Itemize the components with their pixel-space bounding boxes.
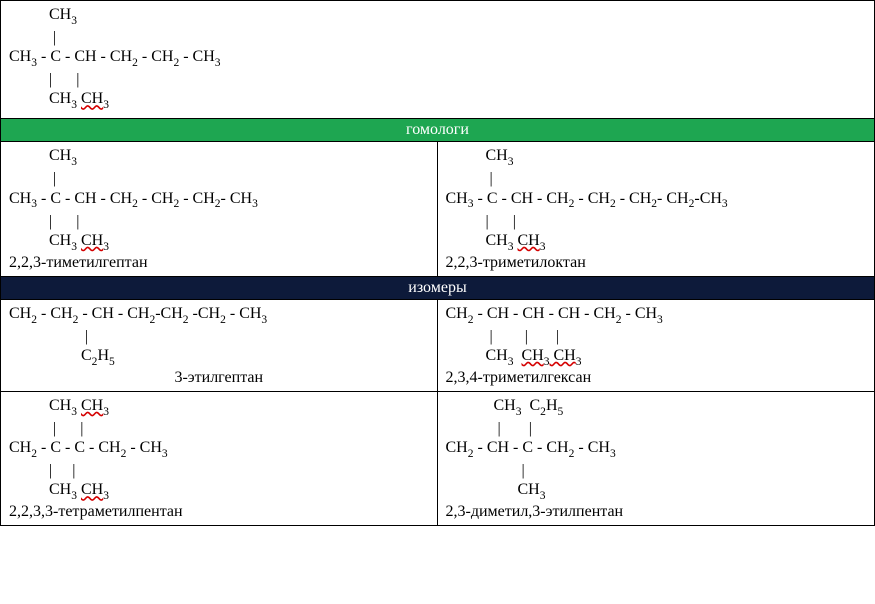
isomer-name-1: 2,3,4-триметилгексан [446,369,867,387]
isomer-cell-1: CH2 - CH - CH - CH - CH2 - CH3 | | | CH3… [438,300,875,391]
homologs-row: CH3 | CH3 - C - CH - CH2 - CH2 - CH2- CH… [1,142,874,276]
isomer-name-2: 2,2,3,3-тетраметилпентан [9,503,429,521]
isomer-cell-3: CH3 C2H5 | | CH2 - CH - C - CH2 - CH3 | … [438,392,875,525]
homolog-cell-0: CH3 | CH3 - C - CH - CH2 - CH2 - CH2- CH… [1,142,438,275]
homolog-structure-0: CH3 | CH3 - C - CH - CH2 - CH2 - CH2- CH… [9,146,429,253]
homolog-name-0: 2,2,3-тиметилгептан [9,254,429,272]
isomers-row-1: CH2 - CH2 - CH - CH2-CH2 -CH2 - CH3 | C2… [1,300,874,392]
isomer-name-3: 2,3-диметил,3-этилпентан [446,503,867,521]
isomer-name-0: 3-этилгептан [9,369,429,387]
top-structure-cell: CH3 | CH3 - C - CH - CH2 - CH2 - CH3 | |… [1,1,874,119]
isomer-structure-0: CH2 - CH2 - CH - CH2-CH2 -CH2 - CH3 | C2… [9,304,429,369]
band-isomers: изомеры [1,277,874,300]
isomer-structure-1: CH2 - CH - CH - CH - CH2 - CH3 | | | CH3… [446,304,867,369]
isomer-cell-0: CH2 - CH2 - CH - CH2-CH2 -CH2 - CH3 | C2… [1,300,438,391]
homolog-structure-1: CH3 | CH3 - C - CH - CH2 - CH2 - CH2- CH… [446,146,867,253]
homolog-cell-1: CH3 | CH3 - C - CH - CH2 - CH2 - CH2- CH… [438,142,875,275]
isomer-structure-2: CH3 CH3 | | CH2 - C - C - CH2 - CH3 | | … [9,396,429,503]
homolog-name-1: 2,2,3-триметилоктан [446,254,867,272]
document-frame: CH3 | CH3 - C - CH - CH2 - CH2 - CH3 | |… [0,0,875,526]
isomers-row-2: CH3 CH3 | | CH2 - C - C - CH2 - CH3 | | … [1,392,874,525]
top-structure: CH3 | CH3 - C - CH - CH2 - CH2 - CH3 | |… [9,5,866,112]
isomer-cell-2: CH3 CH3 | | CH2 - C - C - CH2 - CH3 | | … [1,392,438,525]
isomer-structure-3: CH3 C2H5 | | CH2 - CH - C - CH2 - CH3 | … [446,396,867,503]
band-homologs: гомологи [1,119,874,142]
